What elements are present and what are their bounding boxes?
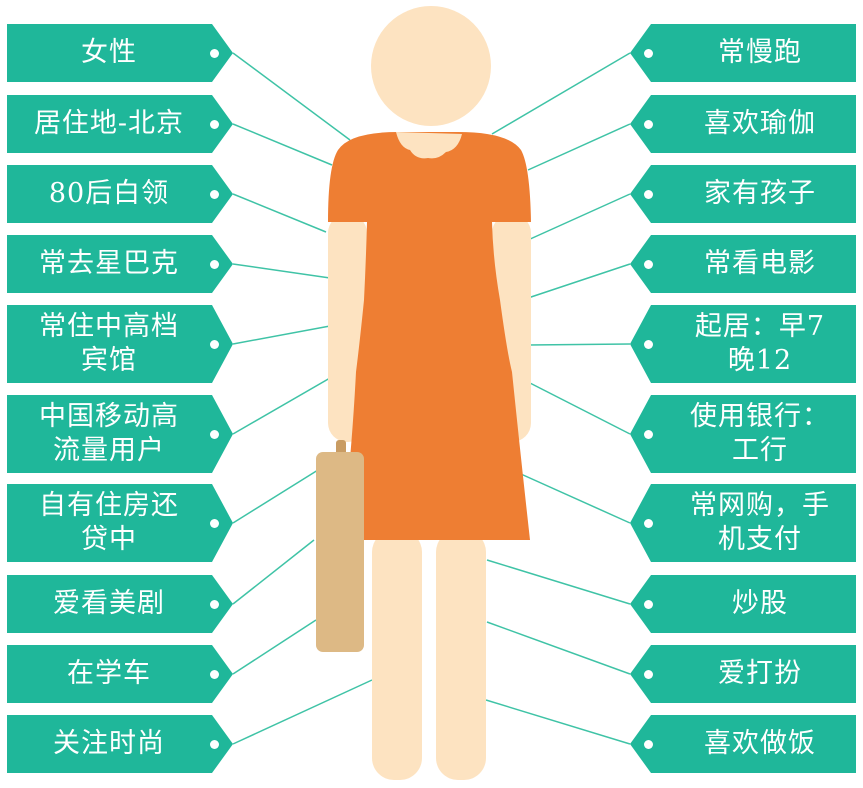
tag-hole-icon <box>644 739 653 749</box>
tag-hole-icon <box>644 669 653 679</box>
left-connector-line-8 <box>232 539 315 605</box>
right-tag-3: 家有孩子 <box>630 165 856 223</box>
tag-label: 在学车 <box>67 658 151 689</box>
handbag-icon <box>316 440 364 652</box>
tag-hole-icon <box>210 259 219 269</box>
left-tag-7: 自有住房还 贷中 <box>7 484 233 562</box>
tag-label: 自有住房还 贷中 <box>39 490 179 555</box>
left-connector-line-9 <box>232 619 317 675</box>
tag-hole-icon <box>210 518 219 528</box>
right-tag-8: 炒股 <box>630 575 856 633</box>
left-tag-6: 中国移动高 流量用户 <box>7 395 233 473</box>
left-connector-line-5 <box>232 325 331 345</box>
figure-dress <box>328 132 531 540</box>
tag-hole-icon <box>210 119 219 129</box>
right-tag-6: 使用银行： 工行 <box>630 395 856 473</box>
right-connector-line-5 <box>527 343 631 346</box>
right-tag-7: 常网购，手 机支付 <box>630 484 856 562</box>
tag-hole-icon <box>644 259 653 269</box>
tag-label: 80后白领 <box>48 178 170 209</box>
tag-label: 常看电影 <box>704 248 816 279</box>
left-tag-1: 女性 <box>7 24 233 82</box>
right-tag-1: 常慢跑 <box>630 24 856 82</box>
left-connector-line-2 <box>232 123 333 166</box>
tag-label: 使用银行： 工行 <box>690 401 830 466</box>
tag-hole-icon <box>210 339 219 349</box>
right-tag-4: 常看电影 <box>630 235 856 293</box>
right-tag-5: 起居：早7 晚12 <box>630 305 856 383</box>
right-connector-line-3 <box>527 193 631 241</box>
left-tag-2: 居住地-北京 <box>7 95 233 153</box>
left-connector-line-6 <box>232 377 331 435</box>
tag-label: 喜欢做饭 <box>704 728 816 759</box>
tag-hole-icon <box>644 518 653 528</box>
right-connector-line-7 <box>511 469 631 524</box>
tag-label: 常去星巴克 <box>39 248 179 279</box>
right-tag-10: 喜欢做饭 <box>630 715 856 773</box>
left-tag-4: 常去星巴克 <box>7 235 233 293</box>
tag-hole-icon <box>210 48 219 58</box>
right-tag-2: 喜欢瑜伽 <box>630 95 856 153</box>
figure-right-leg <box>436 530 486 780</box>
woman-figure <box>316 6 531 780</box>
tag-label: 中国移动高 流量用户 <box>39 401 179 466</box>
tag-label: 常网购，手 机支付 <box>690 490 830 555</box>
left-tag-9: 在学车 <box>7 645 233 703</box>
tag-hole-icon <box>210 429 219 439</box>
right-connector-line-2 <box>527 123 631 171</box>
left-connector-line-4 <box>232 263 331 279</box>
left-connector-line-1 <box>232 52 351 141</box>
tag-hole-icon <box>210 599 219 609</box>
left-tag-5: 常住中高档 宾馆 <box>7 305 233 383</box>
right-connector-line-10 <box>485 699 631 745</box>
tag-label: 关注时尚 <box>53 728 165 759</box>
right-connector-line-6 <box>527 381 631 435</box>
tag-label: 常住中高档 宾馆 <box>39 311 179 376</box>
tag-label: 女性 <box>81 37 137 68</box>
tag-hole-icon <box>644 429 653 439</box>
tag-hole-icon <box>644 119 653 129</box>
tag-hole-icon <box>644 599 653 609</box>
left-tag-3: 80后白领 <box>7 165 233 223</box>
tag-label: 喜欢瑜伽 <box>704 108 816 139</box>
tag-label: 家有孩子 <box>704 178 816 209</box>
figure-left-leg <box>372 530 422 780</box>
left-connector-line-3 <box>232 193 327 233</box>
left-connector-line-7 <box>232 469 319 524</box>
right-connector-line-4 <box>521 263 631 301</box>
left-tag-8: 爱看美剧 <box>7 575 233 633</box>
tag-label: 居住地-北京 <box>33 108 185 139</box>
right-connector-line-9 <box>486 621 631 675</box>
tag-label: 常慢跑 <box>718 37 802 68</box>
tag-hole-icon <box>644 189 653 199</box>
right-tag-9: 爱打扮 <box>630 645 856 703</box>
tag-hole-icon <box>644 339 653 349</box>
tag-hole-icon <box>210 739 219 749</box>
left-connector-line-10 <box>232 679 373 745</box>
right-connector-line-1 <box>491 52 631 135</box>
tag-label: 炒股 <box>732 588 788 619</box>
figure-head <box>371 6 491 126</box>
tag-label: 爱打扮 <box>718 658 802 689</box>
tag-label: 爱看美剧 <box>53 588 165 619</box>
connector-lines <box>232 52 631 745</box>
tag-hole-icon <box>644 48 653 58</box>
tag-hole-icon <box>210 189 219 199</box>
tag-label: 起居：早7 晚12 <box>694 311 826 376</box>
figure-collar <box>396 132 462 159</box>
right-connector-line-8 <box>486 559 631 605</box>
tag-hole-icon <box>210 669 219 679</box>
left-tag-10: 关注时尚 <box>7 715 233 773</box>
